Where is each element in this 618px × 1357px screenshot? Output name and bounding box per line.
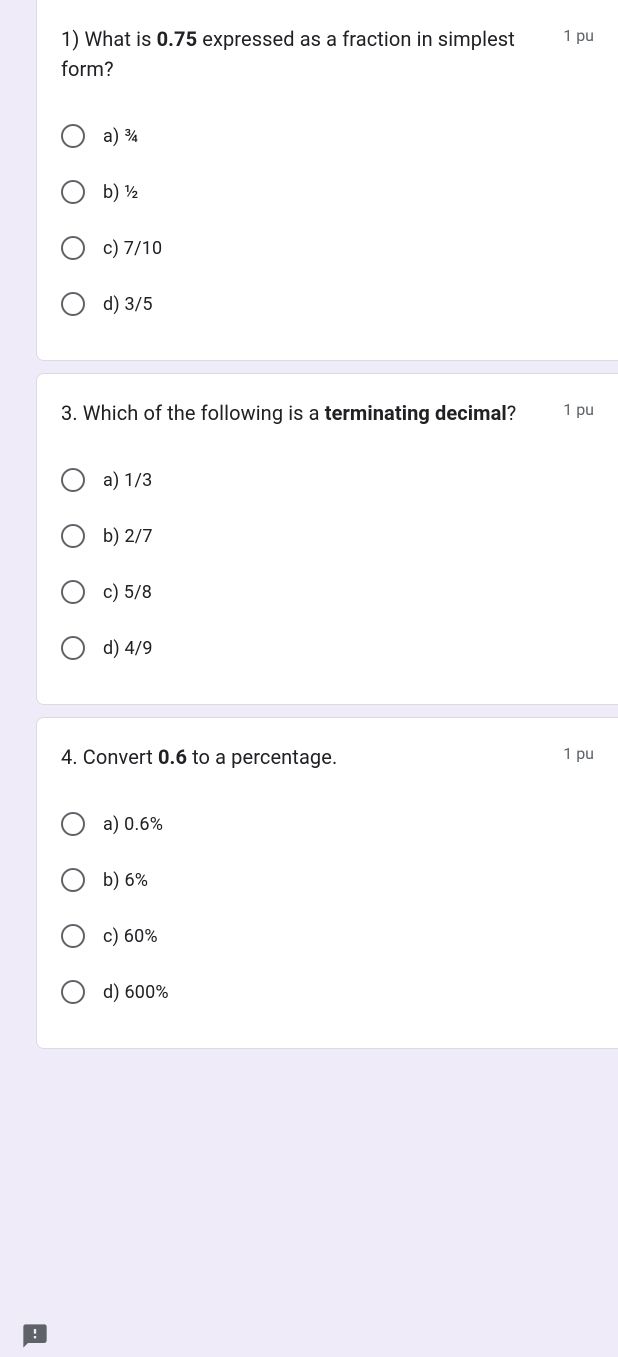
options-group: a) ¾ b) ½ c) 7/10 d) 3/5 <box>61 112 594 328</box>
question-points: 1 pu <box>563 24 594 45</box>
option-label: a) ¾ <box>103 126 138 147</box>
radio-icon <box>61 236 85 260</box>
option[interactable]: d) 3/5 <box>61 280 594 328</box>
option[interactable]: a) 1/3 <box>61 456 594 504</box>
radio-icon <box>61 812 85 836</box>
q-prefix: 3. Which of the following is a <box>61 401 325 425</box>
radio-icon <box>61 124 85 148</box>
radio-icon <box>61 292 85 316</box>
option[interactable]: c) 60% <box>61 912 594 960</box>
question-points: 1 pu <box>563 742 594 763</box>
question-text: 1) What is 0.75 expressed as a fraction … <box>61 24 563 84</box>
q-bold: 0.6 <box>158 745 187 769</box>
q-prefix: 1) What is <box>61 27 157 51</box>
option-label: c) 60% <box>103 926 158 947</box>
report-problem-icon <box>21 1322 49 1350</box>
radio-icon <box>61 636 85 660</box>
radio-icon <box>61 524 85 548</box>
question-card: 4. Convert 0.6 to a percentage. 1 pu a) … <box>36 717 618 1049</box>
option-label: d) 3/5 <box>103 294 153 315</box>
option-label: b) 2/7 <box>103 526 153 547</box>
radio-icon <box>61 980 85 1004</box>
question-card: 1) What is 0.75 expressed as a fraction … <box>36 0 618 361</box>
question-header: 1) What is 0.75 expressed as a fraction … <box>61 24 594 84</box>
option[interactable]: a) ¾ <box>61 112 594 160</box>
q-mid: ? <box>507 401 517 425</box>
option[interactable]: a) 0.6% <box>61 800 594 848</box>
radio-icon <box>61 180 85 204</box>
q-bold: 0.75 <box>157 27 198 51</box>
options-group: a) 1/3 b) 2/7 c) 5/8 d) 4/9 <box>61 456 594 672</box>
option[interactable]: c) 7/10 <box>61 224 594 272</box>
report-problem-button[interactable] <box>20 1321 50 1351</box>
option-label: d) 600% <box>103 982 169 1003</box>
option-label: c) 7/10 <box>103 238 162 259</box>
radio-icon <box>61 468 85 492</box>
question-points: 1 pu <box>563 398 594 419</box>
question-header: 4. Convert 0.6 to a percentage. 1 pu <box>61 742 594 772</box>
option[interactable]: b) ½ <box>61 168 594 216</box>
form-container: 1) What is 0.75 expressed as a fraction … <box>0 0 618 1049</box>
question-text: 3. Which of the following is a terminati… <box>61 398 563 428</box>
option[interactable]: d) 600% <box>61 968 594 1016</box>
option[interactable]: b) 6% <box>61 856 594 904</box>
option-label: b) 6% <box>103 870 148 891</box>
option[interactable]: b) 2/7 <box>61 512 594 560</box>
question-header: 3. Which of the following is a terminati… <box>61 398 594 428</box>
q-bold: terminating decimal <box>325 401 507 425</box>
option-label: a) 1/3 <box>103 470 152 491</box>
option[interactable]: d) 4/9 <box>61 624 594 672</box>
q-prefix: 4. Convert <box>61 745 158 769</box>
option-label: a) 0.6% <box>103 814 163 835</box>
option-label: d) 4/9 <box>103 638 153 659</box>
option-label: b) ½ <box>103 182 139 203</box>
radio-icon <box>61 580 85 604</box>
question-card: 3. Which of the following is a terminati… <box>36 373 618 705</box>
radio-icon <box>61 868 85 892</box>
q-mid: to a percentage. <box>187 745 337 769</box>
question-text: 4. Convert 0.6 to a percentage. <box>61 742 563 772</box>
radio-icon <box>61 924 85 948</box>
options-group: a) 0.6% b) 6% c) 60% d) 600% <box>61 800 594 1016</box>
option-label: c) 5/8 <box>103 582 152 603</box>
option[interactable]: c) 5/8 <box>61 568 594 616</box>
